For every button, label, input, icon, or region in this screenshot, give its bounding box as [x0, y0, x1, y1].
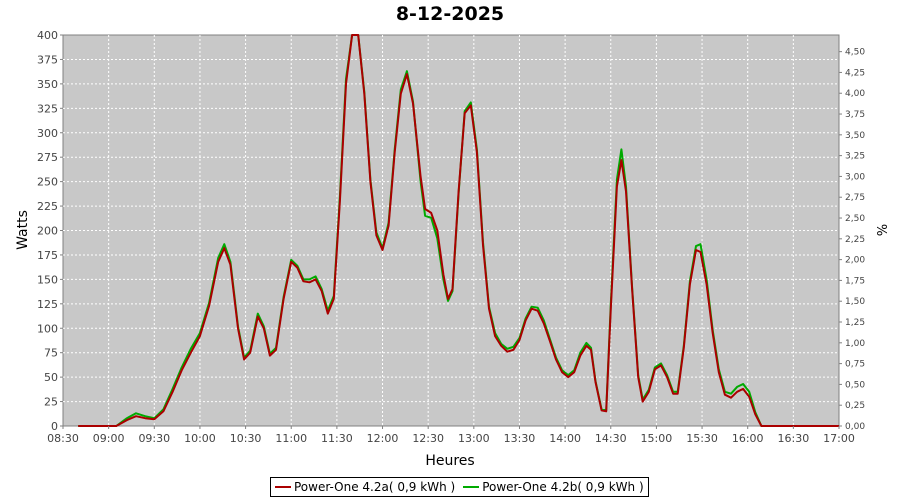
y2-tick-label: 0,75 — [845, 360, 865, 370]
y-tick-label: 100 — [37, 322, 58, 335]
y-tick-label: 200 — [37, 225, 58, 238]
y2-tick-label: 2,00 — [845, 256, 865, 266]
y-tick-label: 350 — [37, 78, 58, 91]
y2-tick-label: 2,25 — [845, 235, 865, 245]
y2-tick-label: 1,50 — [845, 297, 865, 307]
series-line — [78, 34, 839, 427]
y2-tick-label: 1,75 — [845, 276, 865, 286]
legend-swatch-a — [275, 486, 291, 488]
y-tick-label: 175 — [37, 249, 58, 262]
y2-tick-label: 2,50 — [845, 214, 865, 224]
y-tick-label: 25 — [44, 396, 58, 409]
legend-item-series-a: Power-One 4.2a( 0,9 kWh ) — [275, 480, 455, 494]
x-tick-label: 13:30 — [504, 432, 536, 445]
y2-tick-label: 3,75 — [845, 110, 865, 120]
legend-item-series-b: Power-One 4.2b( 0,9 kWh ) — [463, 480, 644, 494]
x-tick-label: 16:30 — [778, 432, 810, 445]
y-tick-label: 275 — [37, 151, 58, 164]
y-tick-label: 300 — [37, 127, 58, 140]
x-tick-label: 11:30 — [321, 432, 353, 445]
x-tick-label: 09:00 — [93, 432, 125, 445]
y2-tick-label: 4,00 — [845, 89, 865, 99]
x-axis-label: Heures — [425, 453, 474, 469]
y-tick-label: 50 — [44, 371, 58, 384]
series-lines — [78, 34, 839, 427]
gridlines — [63, 35, 839, 426]
y2-tick-label: 2,75 — [845, 193, 865, 203]
y-tick-label: 150 — [37, 273, 58, 286]
x-tick-label: 10:30 — [230, 432, 262, 445]
y-tick-label: 250 — [37, 176, 58, 189]
x-tick-label: 17:00 — [823, 432, 855, 445]
x-tick-label: 12:00 — [367, 432, 399, 445]
y2-axis-label: % — [873, 224, 888, 236]
x-tick-label: 09:30 — [138, 432, 170, 445]
x-tick-label: 16:00 — [732, 432, 764, 445]
y-axis-left: 0 25 50 75 100 125 150 175 200 225 250 275 300 325 350… — [37, 29, 63, 433]
legend-swatch-b — [463, 486, 480, 488]
x-tick-label: 13:00 — [458, 432, 490, 445]
y-axis-right: 0,00 0,25 0,50 0,75 1,00 1,25 1,50 1,75 2,00 2,25… — [839, 48, 865, 432]
x-tick-label: 10:00 — [184, 432, 216, 445]
x-tick-label: 15:00 — [641, 432, 673, 445]
legend: Power-One 4.2a( 0,9 kWh ) Power-One 4.2b… — [270, 477, 649, 497]
y-axis-label: Watts — [15, 210, 31, 250]
y2-tick-label: 0,25 — [845, 401, 865, 411]
chart-title: 8-12-2025 — [395, 3, 505, 25]
y2-tick-label: 0,00 — [845, 422, 865, 432]
y-tick-label: 225 — [37, 200, 58, 213]
x-tick-label: 15:30 — [686, 432, 718, 445]
y2-tick-label: 3,00 — [845, 172, 865, 182]
x-axis: 08:30 09:00 09:30 10:00 10:30 11:00 11:30 12:00… — [47, 426, 855, 445]
y-tick-label: 400 — [37, 29, 58, 42]
y-tick-label: 325 — [37, 102, 58, 115]
y-tick-label: 125 — [37, 298, 58, 311]
x-tick-label: 11:00 — [275, 432, 307, 445]
y2-tick-label: 4,50 — [845, 48, 865, 58]
y2-tick-label: 3,25 — [845, 152, 865, 162]
y-tick-label: 375 — [37, 53, 58, 66]
y-tick-label: 0 — [51, 420, 58, 433]
y2-tick-label: 1,00 — [845, 339, 865, 349]
y-tick-label: 75 — [44, 347, 58, 360]
x-tick-label: 12:30 — [412, 432, 444, 445]
y2-tick-label: 3,50 — [845, 131, 865, 141]
y2-tick-label: 1,25 — [845, 318, 865, 328]
legend-label-a: Power-One 4.2a( 0,9 kWh ) — [294, 480, 456, 494]
legend-label-b: Power-One 4.2b( 0,9 kWh ) — [482, 480, 644, 494]
x-tick-label: 14:00 — [549, 432, 581, 445]
x-tick-label: 14:30 — [595, 432, 627, 445]
y2-tick-label: 0,50 — [845, 380, 865, 390]
y2-tick-label: 4,25 — [845, 68, 865, 78]
x-tick-label: 08:30 — [47, 432, 79, 445]
